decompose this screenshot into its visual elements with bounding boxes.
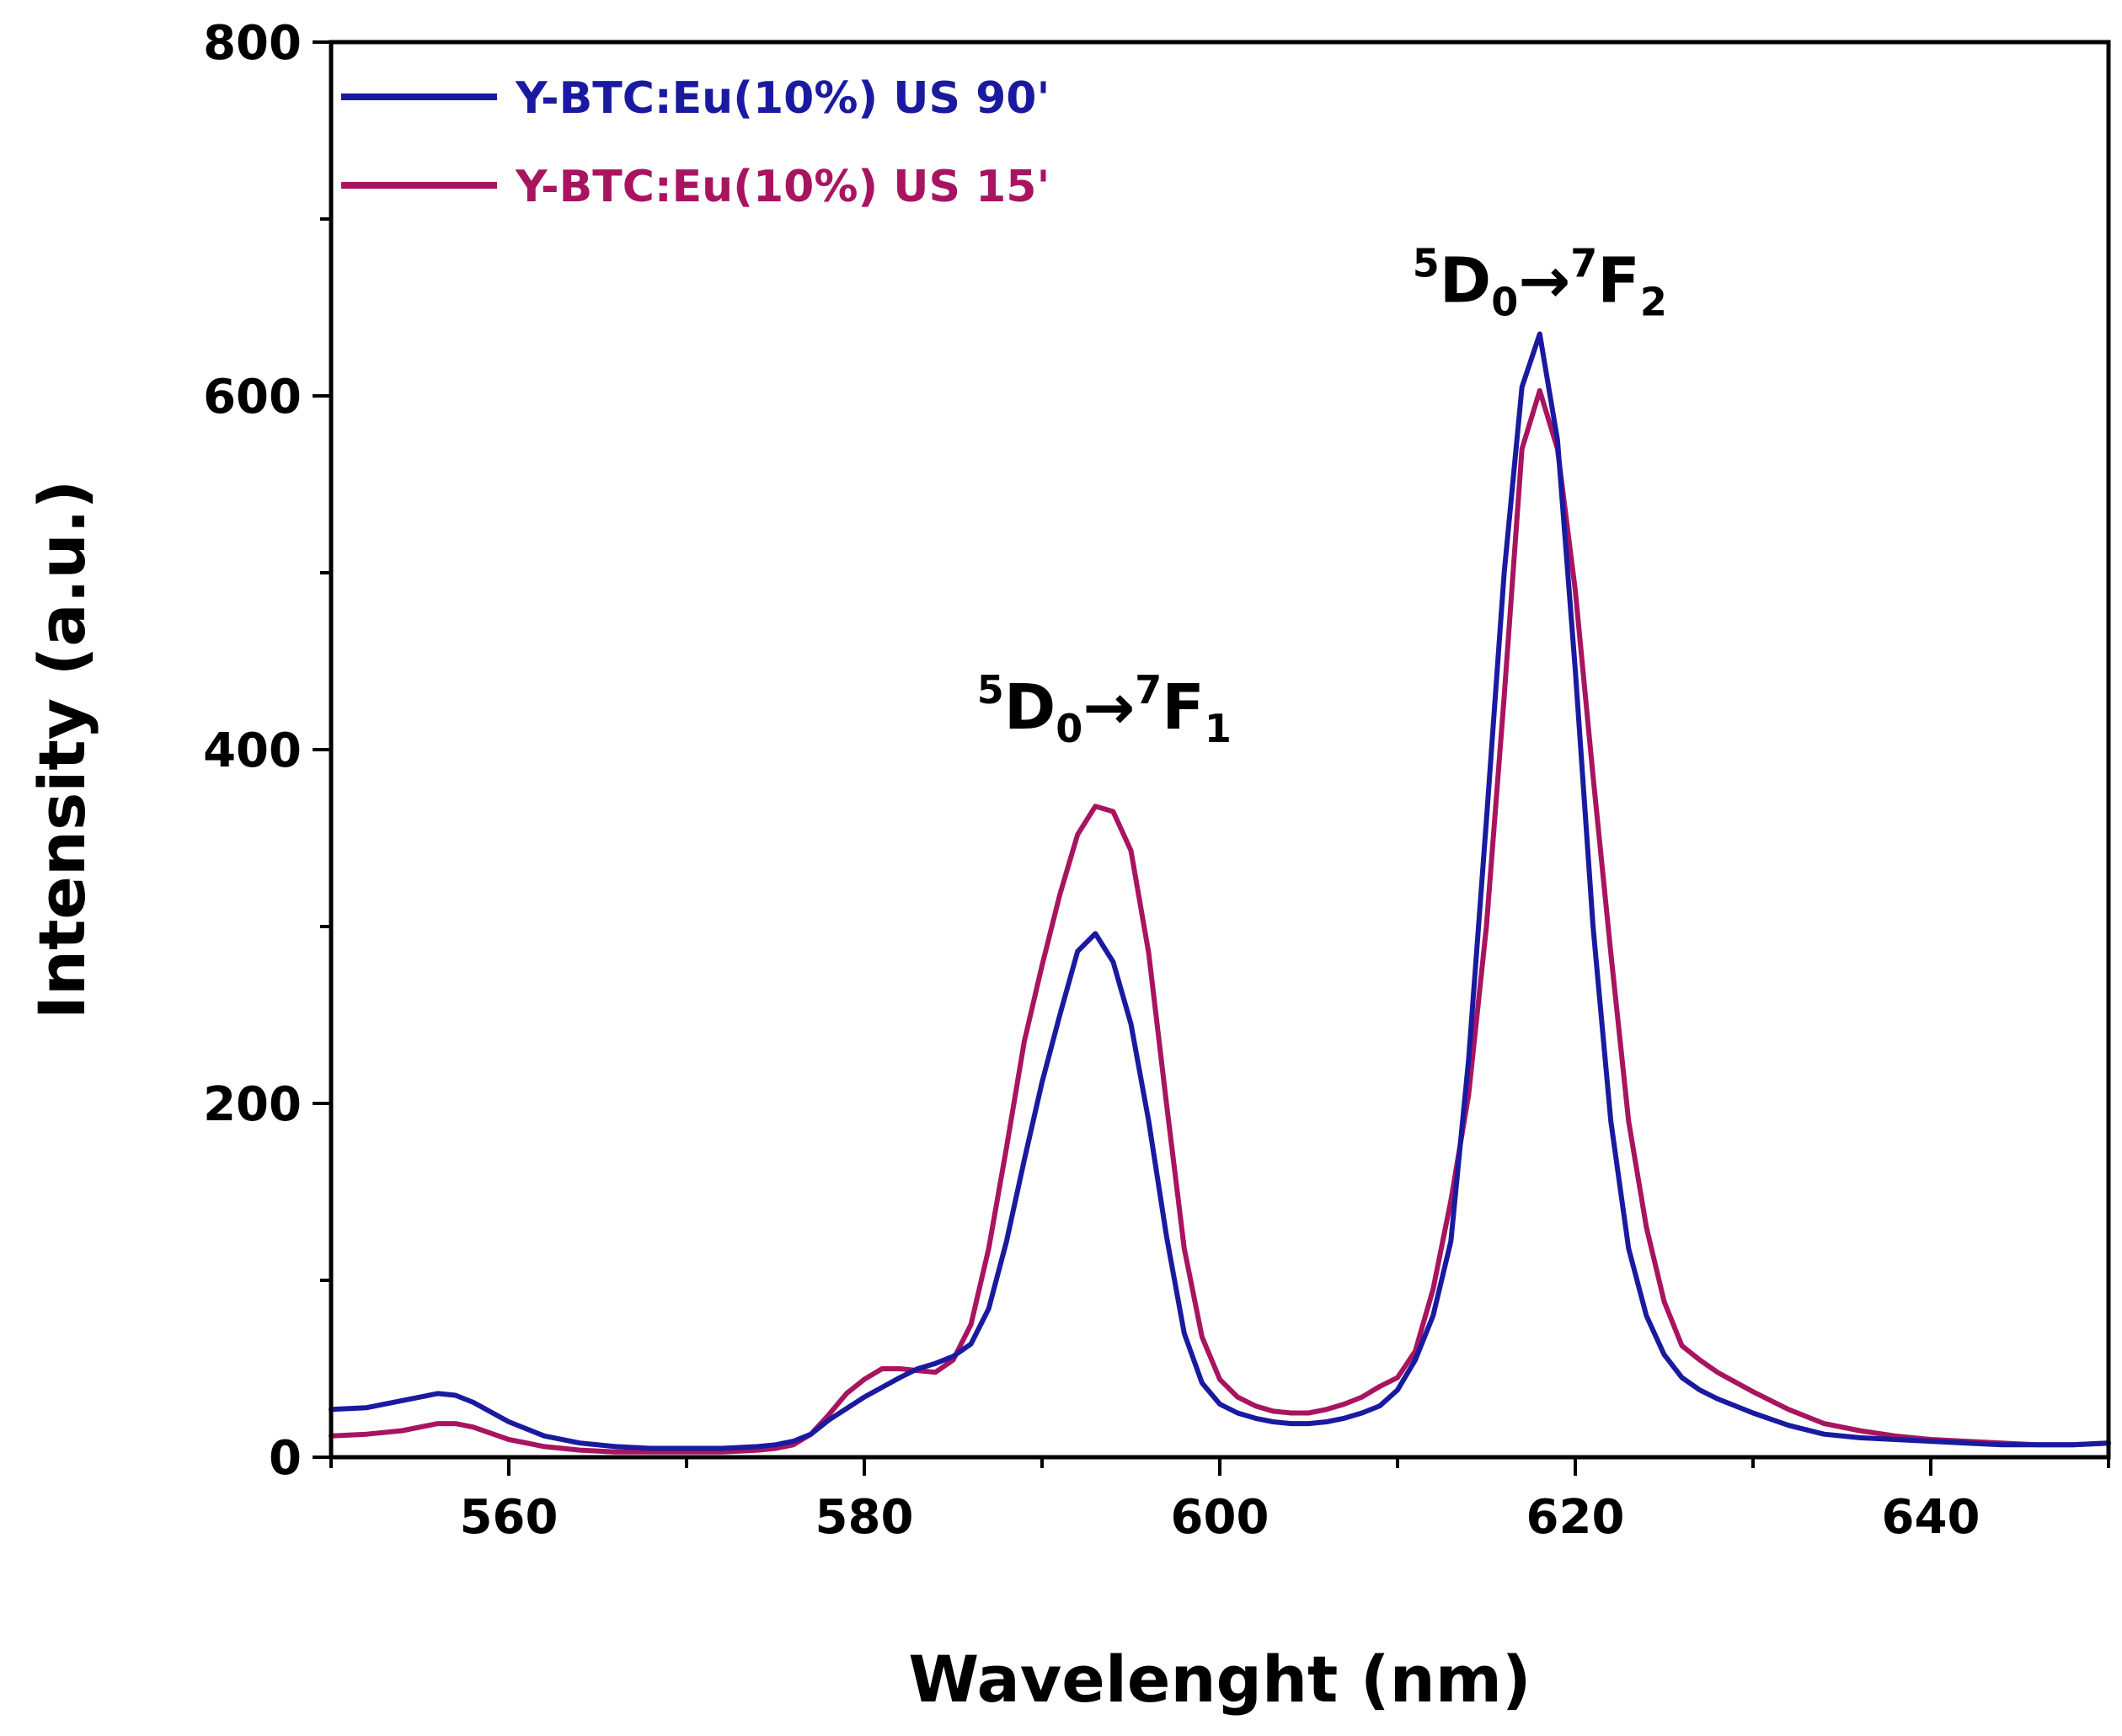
legend: Y-BTC:Eu(10%) US 90' Y-BTC:Eu(10%) US 15… [341, 73, 1050, 212]
annotation-part: 1 [1205, 706, 1232, 751]
x-tick-label: 600 [1171, 1490, 1269, 1545]
x-tick-label: 580 [815, 1490, 914, 1545]
plot-frame [329, 40, 2111, 1460]
y-tick-label: 0 [269, 1431, 302, 1486]
annotation-part: 5 [977, 667, 1004, 713]
annotation-part: → [1518, 245, 1570, 318]
annotation-part: 7 [1570, 241, 1597, 286]
legend-label-90: Y-BTC:Eu(10%) US 90' [515, 73, 1050, 124]
series-line-us-15 [329, 387, 2111, 1455]
peak-annotation-1: 5D0→7F1 [977, 667, 1232, 751]
x-tick-label: 620 [1526, 1490, 1625, 1545]
annotation-part: F [1597, 245, 1640, 318]
y-tick-label: 600 [203, 370, 302, 425]
x-tick-label: 560 [460, 1490, 559, 1545]
series-line-us-90 [329, 331, 2111, 1451]
x-axis-title: Wavelenght (nm) [908, 1642, 1531, 1717]
annotation-part: D [1440, 245, 1491, 318]
x-tick-label: 640 [1882, 1490, 1980, 1545]
legend-label-15: Y-BTC:Eu(10%) US 15' [515, 162, 1050, 212]
annotation-part: 0 [1056, 706, 1082, 751]
annotation-part: F [1162, 671, 1205, 744]
annotation-part: 2 [1640, 280, 1667, 325]
annotation-part: → [1082, 671, 1135, 744]
y-axis-title: Intensity (a.u.) [24, 480, 99, 1020]
y-tick-label: 200 [203, 1077, 302, 1132]
y-tick-label: 400 [203, 724, 302, 778]
annotation-part: 0 [1491, 280, 1518, 325]
annotation-part: D [1004, 671, 1056, 744]
annotation-part: 7 [1135, 667, 1162, 713]
peak-annotation-2: 5D0→7F2 [1413, 241, 1667, 325]
annotation-part: 5 [1413, 241, 1440, 286]
series-lines [329, 331, 2111, 1455]
y-tick-label: 800 [203, 16, 302, 71]
